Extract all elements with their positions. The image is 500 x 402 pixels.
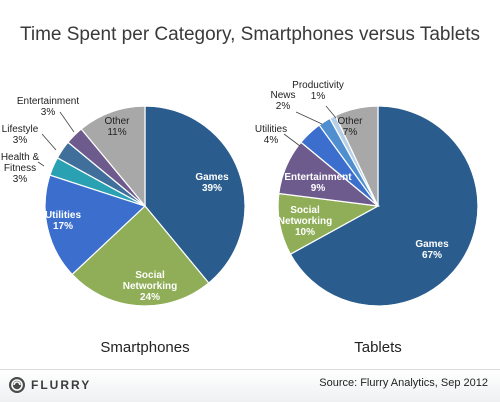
smartphones-pie: Games 39% Social Networking 24% Utilities 17% H… xyxy=(1,96,246,307)
slice-label-news: News 2% xyxy=(270,90,295,112)
leader-line-health-fitness xyxy=(37,161,45,167)
slice-label-games: Games 39% xyxy=(195,172,229,194)
pie-outline xyxy=(277,105,479,307)
smartphones-caption: Smartphones xyxy=(100,339,189,356)
slice-label-utilities: Utilities 4% xyxy=(255,124,287,146)
slice-label-other: Other 7% xyxy=(337,116,363,138)
slice-label-social-networking: Social Networking 24% xyxy=(123,270,177,303)
flurry-logo-icon xyxy=(9,377,25,393)
leader-line-lifestyle xyxy=(41,133,57,151)
pie-outline xyxy=(44,105,246,307)
slice-label-games: Games 67% xyxy=(415,239,449,261)
leader-line-productivity xyxy=(325,105,337,119)
slice-label-entertainment: Entertainment 3% xyxy=(17,96,79,118)
footer-bar xyxy=(0,369,500,402)
source-note: Source: Flurry Analytics, Sep 2012 xyxy=(319,377,488,389)
flurry-logo-text: FLURRY xyxy=(31,378,92,392)
leader-line-utilities xyxy=(283,133,301,147)
slice-label-other: Other 11% xyxy=(104,116,130,138)
slice-label-entertainment: Entertainment 9% xyxy=(284,172,352,194)
leader-line-entertainment xyxy=(59,111,75,133)
chart-title: Time Spent per Category, Smartphones ver… xyxy=(20,24,480,45)
slice-label-productivity: Productivity 1% xyxy=(292,80,344,102)
slice-label-utilities: Utilities 17% xyxy=(45,210,82,232)
tablets-caption: Tablets xyxy=(354,339,402,356)
tablets-pie: Games 67% Social Networking 10% Entertainment… xyxy=(255,80,479,307)
slice-label-lifestyle: Lifestyle 3% xyxy=(2,124,39,146)
flurry-logo: FLURRY xyxy=(8,375,91,395)
slice-label-social-networking: Social Networking 10% xyxy=(278,205,332,238)
leader-line-news xyxy=(295,111,323,125)
slice-label-health-fitness: Health & Fitness 3% xyxy=(1,152,40,185)
